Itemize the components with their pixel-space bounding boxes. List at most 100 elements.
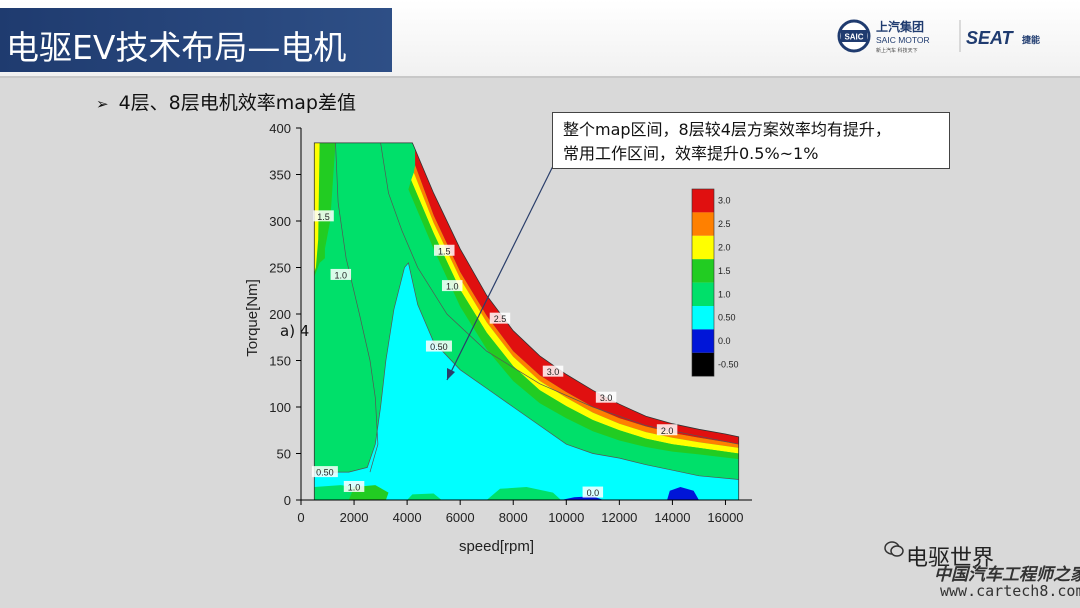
contour-labels: 1.5 1.0 1.5 1.0 2.5 0.50 3.0 3.0 2.0 0.50 1.0 0.0 xyxy=(311,210,678,498)
contour-band-1.5-edge xyxy=(408,180,739,460)
contour-label: 0.50 xyxy=(316,468,334,478)
contour-band-2.0-left xyxy=(314,142,320,273)
legend-swatch xyxy=(692,282,714,306)
contour-label-bg xyxy=(313,210,334,222)
bullet-text: 4层、8层电机效率map差值 xyxy=(118,92,356,114)
y-tick-label: 350 xyxy=(269,168,291,183)
wechat-icon xyxy=(884,541,904,557)
legend-swatch xyxy=(692,235,714,260)
x-tick-label: 14000 xyxy=(654,510,690,525)
contour-fill-group xyxy=(314,142,739,500)
contour-label: 3.0 xyxy=(547,367,560,377)
x-tick-label: 4000 xyxy=(393,510,422,525)
contour-label-bg xyxy=(656,424,678,436)
header-divider xyxy=(0,76,1080,78)
y-tick-label: 300 xyxy=(269,214,291,229)
contour-label: 1.0 xyxy=(335,270,348,280)
bullet-point: ➢ 4层、8层电机效率map差值 xyxy=(96,88,356,115)
seat-logo: SEAT 捷能 xyxy=(959,20,1040,52)
saic-logo-badge: SAIC xyxy=(844,33,863,42)
x-tick-label: 0 xyxy=(297,510,304,525)
contour-label: 0.0 xyxy=(587,488,600,498)
seat-logo-sub: 捷能 xyxy=(1022,34,1040,46)
annotation-arrowhead xyxy=(447,368,455,380)
x-tick-label: 10000 xyxy=(548,510,584,525)
legend-label: 0.0 xyxy=(718,336,731,346)
envelope-outline xyxy=(313,142,740,501)
legend-swatch xyxy=(692,212,714,236)
bullet-arrow-icon: ➢ xyxy=(96,95,109,113)
plot-area xyxy=(313,142,740,501)
legend-frame xyxy=(691,188,715,377)
saic-logo: SAIC 上汽集团 SAIC MOTOR 新上汽车 科技天下 xyxy=(837,19,930,54)
y-tick-label: 400 xyxy=(269,121,291,136)
watermark-brand: 电驱世界 xyxy=(906,546,995,571)
chart-axes: 0 2000 4000 6000 8000 10000 12000 14000 16000 0 50… xyxy=(244,121,752,555)
slide-title: 电驱EV技术布局—电机 xyxy=(6,28,347,67)
contour-band-2.0 xyxy=(411,172,739,454)
contour-label: 2.0 xyxy=(661,426,674,436)
x-tick-label: 12000 xyxy=(601,510,637,525)
y-tick-label: 0 xyxy=(284,493,291,508)
contour-label: 1.0 xyxy=(348,482,361,492)
contour-band-3.0 xyxy=(415,142,739,445)
saic-logo-sub: SAIC MOTOR xyxy=(876,35,930,45)
legend-label: 1.0 xyxy=(718,289,731,299)
contour-patch-bottom-3 xyxy=(407,493,442,500)
watermark-site-cn: 中国汽车工程师之家 xyxy=(934,565,1080,585)
x-tick-label: 8000 xyxy=(499,510,528,525)
legend-label: 2.0 xyxy=(718,243,731,253)
contour-band-0.0-b xyxy=(667,487,699,500)
y-tick-label: 150 xyxy=(269,354,291,369)
y-tick-label: 100 xyxy=(269,400,291,415)
legend-swatch xyxy=(692,189,714,213)
x-tick-label: 2000 xyxy=(340,510,369,525)
contour-label: 1.0 xyxy=(446,282,459,292)
annotation-line-1: 整个map区间，8层较4层方案效率均有提升， xyxy=(563,120,891,139)
contour-line-3 xyxy=(380,142,739,445)
contour-label: 1.5 xyxy=(438,246,451,256)
legend-label: 3.0 xyxy=(718,196,731,206)
contour-label-bg xyxy=(582,486,604,498)
y-tick-label: 200 xyxy=(269,307,291,322)
legend-swatch xyxy=(692,352,714,377)
contour-label-bg xyxy=(330,268,352,280)
contour-label: 1.5 xyxy=(317,212,330,222)
contour-label: 2.5 xyxy=(494,314,507,324)
watermark-url: www.cartech8.com xyxy=(940,582,1080,600)
contour-label-bg xyxy=(595,391,617,403)
saic-logo-tag: 新上汽车 科技天下 xyxy=(876,47,918,54)
y-axis-label: Torque[Nm] xyxy=(244,279,261,357)
contour-label-bg xyxy=(425,340,452,352)
y-tick-label: 50 xyxy=(277,447,291,462)
contour-label-bg xyxy=(343,480,365,492)
contour-label-bg xyxy=(441,280,463,292)
x-tick-label: 6000 xyxy=(446,510,475,525)
x-axis-label: speed[rpm] xyxy=(459,538,534,555)
slide-header: 电驱EV技术布局—电机 SAIC 上汽集团 SAIC MOTOR 新上汽车 科技… xyxy=(0,0,1080,76)
legend-label: 2.5 xyxy=(718,219,731,229)
contour-label-bg xyxy=(311,466,338,478)
legend-swatch xyxy=(692,329,714,353)
y-tick-label: 250 xyxy=(269,261,291,276)
title-bar: 电驱EV技术布局—电机 xyxy=(0,8,392,72)
seat-logo-name: SEAT xyxy=(966,28,1015,48)
contour-band-0.50 xyxy=(314,262,739,500)
contour-label-bg xyxy=(489,312,511,324)
contour-label: 3.0 xyxy=(600,393,613,403)
chart-legend: 3.0 2.5 2.0 1.5 1.0 0.50 0.0 -0.50 xyxy=(691,188,739,377)
contour-line-2 xyxy=(335,142,379,473)
legend-swatch xyxy=(692,259,714,283)
annotation-line-2: 常用工作区间，效率提升0.5%~1% xyxy=(563,144,819,163)
contour-label: 0.50 xyxy=(430,342,448,352)
legend-swatch xyxy=(692,306,714,330)
legend-label: 0.50 xyxy=(718,313,736,323)
legend-label: 1.5 xyxy=(718,266,731,276)
contour-label-bg xyxy=(434,244,455,256)
contour-patch-bottom-4 xyxy=(486,487,561,500)
subfigure-label: a) 4 xyxy=(280,322,310,340)
x-tick-label: 16000 xyxy=(707,510,743,525)
contour-line-1 xyxy=(314,262,739,480)
saic-logo-name: 上汽集团 xyxy=(876,19,924,34)
